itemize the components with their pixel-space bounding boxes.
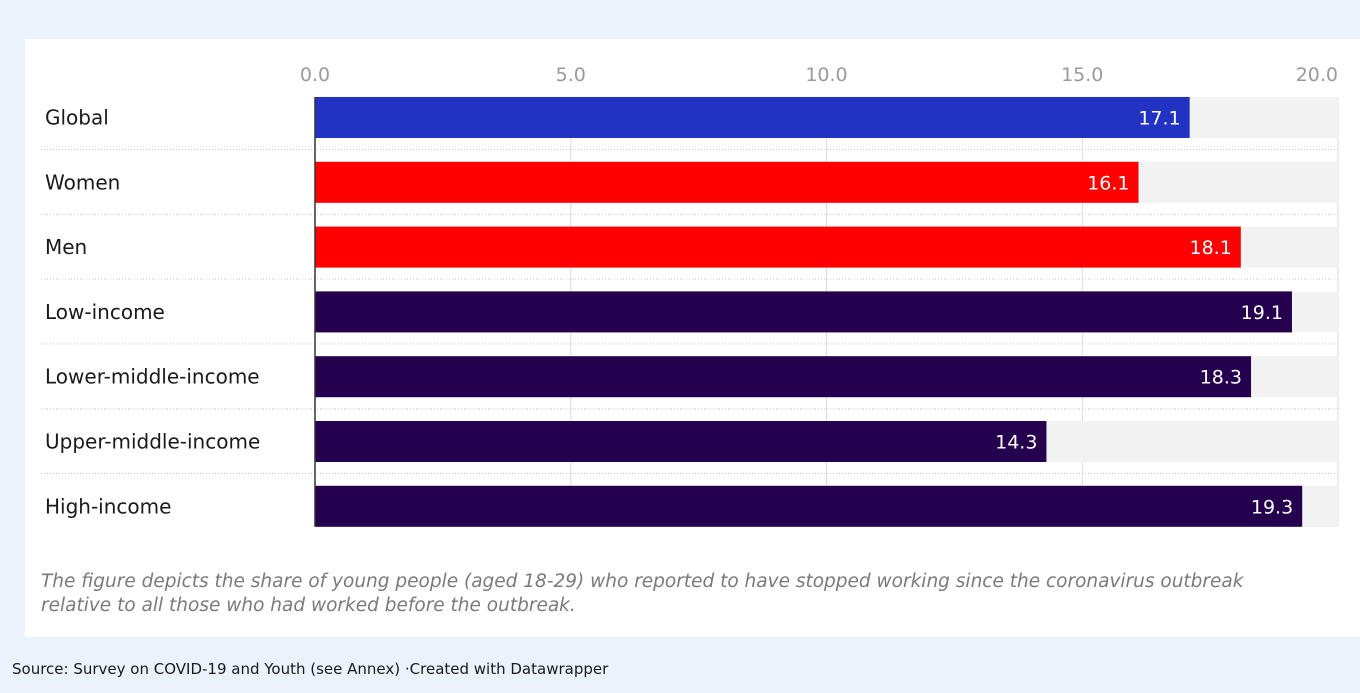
value-label: 16.1 [1087,172,1129,194]
category-labels: Global Women Men Low-income Lower-middle-inc… [45,106,260,519]
value-label: 17.1 [1138,108,1180,130]
bar [315,161,1139,203]
value-label: 18.1 [1190,237,1232,259]
x-tick-label: 0.0 [300,64,330,86]
row-separators [41,149,1338,474]
chart-notes: The figure depicts the share of young pe… [41,571,1244,616]
bar [315,356,1252,398]
bar [315,226,1241,268]
category-label: Women [45,170,120,194]
chart-background [25,39,1360,637]
category-label: Low-income [45,300,165,324]
x-tick-label: 5.0 [556,64,586,86]
category-label: Men [45,235,87,259]
bar [315,421,1047,462]
category-label: Lower-middle-income [45,365,260,389]
bars [315,97,1303,527]
category-label: Upper-middle-income [45,430,260,454]
bar [315,97,1190,138]
bar [315,291,1292,333]
value-labels: 17.1 16.1 18.1 19.1 18.3 14.3 19.3 [995,108,1293,519]
x-tick-labels: 0.0 5.0 10.0 15.0 20.0 [300,64,1338,86]
x-tick-label: 10.0 [805,64,847,86]
bar [315,485,1303,527]
category-label: Global [45,106,109,130]
value-label: 19.1 [1241,302,1283,324]
value-label: 19.3 [1251,496,1293,518]
value-label: 18.3 [1200,367,1242,389]
x-tick-label: 20.0 [1296,64,1338,86]
value-label: 14.3 [995,432,1037,454]
source-footer: Source: Survey on COVID-19 and Youth (se… [12,660,609,678]
category-label: High-income [45,494,171,518]
x-tick-label: 15.0 [1061,64,1103,86]
